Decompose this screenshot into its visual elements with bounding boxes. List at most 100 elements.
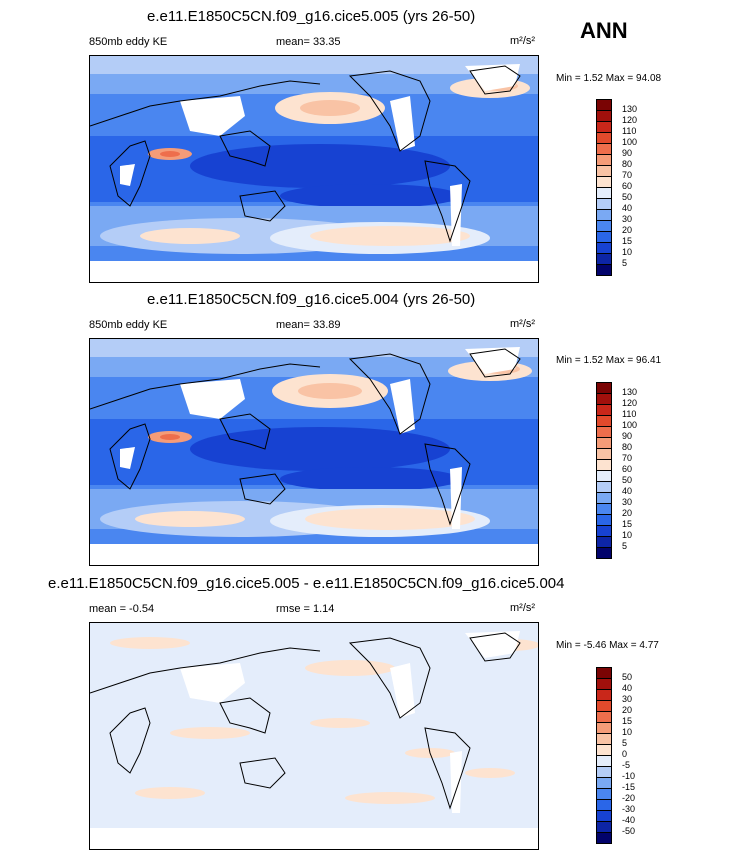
panel2-colorbar-tick: 70: [622, 453, 633, 463]
panel3-positive-patch: [135, 787, 205, 799]
panel1-antarctica: [90, 261, 538, 282]
panel2-map: [89, 338, 539, 566]
panel1-coast-australia: [239, 190, 286, 222]
panel3-map: [89, 622, 539, 850]
panel2-title: e.e11.E1850C5CN.f09_g16.cice5.004 (yrs 2…: [147, 291, 476, 308]
panel2-mean-label: mean= 33.89: [276, 319, 341, 331]
panel3-units-label: m²/s²: [510, 602, 536, 614]
panel3-colorbar-tick: -15: [622, 782, 636, 792]
panel2-tropical-core-south: [280, 467, 460, 491]
panel3-positive-patch: [310, 718, 370, 728]
panel3-colorbar-tick: -10: [622, 771, 636, 781]
panel3-minmax-label: Min = -5.46 Max = 4.77: [556, 640, 659, 651]
panel2-units-label: m²/s²: [510, 318, 536, 330]
panel1-greenland-mask: [465, 64, 520, 91]
panel3-coast-greenland: [469, 632, 521, 662]
panel2-colorbar-cell: [596, 547, 612, 559]
panel1-colorbar-cell: [596, 264, 612, 276]
panel2-coast-africa: [109, 423, 151, 490]
panel3-andes-mask: [450, 751, 462, 813]
panel1-colorbar-tick: 120: [622, 115, 638, 125]
panel3-coast-asia: [219, 697, 271, 734]
panel1-variable-label: 850mb eddy KE: [89, 36, 168, 48]
panel2-colorbar-tick: 100: [622, 420, 638, 430]
panel1-colorbar-tick: 30: [622, 214, 633, 224]
panel1-colorbar-tick: 20: [622, 225, 633, 235]
panel1-mean-label: mean= 33.35: [276, 36, 341, 48]
panel3-title: e.e11.E1850C5CN.f09_g16.cice5.005 - e.e1…: [48, 575, 565, 592]
panel3-coast-africa: [109, 707, 151, 774]
panel3-mean-label: mean = -0.54: [89, 603, 155, 615]
panel2-coast-greenland: [469, 348, 521, 378]
panel1-colorbar-tick: 10: [622, 247, 633, 257]
panel3-rockies-mask: [390, 663, 415, 718]
panel1-coast-africa: [109, 140, 151, 207]
panel2-coast-north-america: [348, 353, 431, 435]
panel3-colorbar-tick: 10: [622, 727, 633, 737]
panel2-coast-south-america: [424, 443, 471, 526]
panel2-tibet-mask: [180, 379, 245, 419]
panel2-colorbar-tick: 15: [622, 519, 633, 529]
season-label: ANN: [580, 18, 628, 43]
panel1-tropical-core-south: [280, 184, 460, 208]
panel2-greenland-mask: [465, 347, 520, 374]
panel1-tibet-mask: [180, 96, 245, 136]
panel1-andes-mask: [450, 184, 462, 246]
panel2-colorbar-tick: 5: [622, 541, 628, 551]
panel3-positive-patch: [305, 660, 395, 676]
panel1-coastlines: [90, 65, 521, 243]
panel3-positive-patch: [110, 637, 190, 649]
panel2-coast-asia: [219, 413, 271, 450]
panel1-coast-south-america: [424, 160, 471, 243]
panel3-positive-patch: [170, 727, 250, 739]
panel3-coast-south-america: [424, 727, 471, 810]
panel3-coast-eurasia: [90, 647, 321, 694]
panel2-somali-jet-core: [160, 434, 180, 440]
panel2-antarctica: [90, 544, 538, 565]
panel3-colorbar-cell: [596, 832, 612, 844]
panel2-colorbar-tick: 90: [622, 431, 633, 441]
panel1-tropical-core: [190, 144, 450, 188]
panel2-colorbar-tick: 50: [622, 475, 633, 485]
panel3-colorbar-tick: 15: [622, 716, 633, 726]
panel2-colorbar-tick: 80: [622, 442, 633, 452]
panel3-colorbar-tick: -50: [622, 826, 636, 836]
panel3-colorbar-tick: 5: [622, 738, 628, 748]
panel1-title: e.e11.E1850C5CN.f09_g16.cice5.005 (yrs 2…: [147, 8, 476, 25]
panel3-coast-australia: [239, 757, 286, 789]
panel1-colorbar-tick: 130: [622, 104, 638, 114]
panel2-colorbar-tick: 120: [622, 398, 638, 408]
panel1-coast-eurasia: [90, 80, 321, 127]
panel1-colorbar-tick: 40: [622, 203, 633, 213]
panel1-africa-mask: [120, 164, 135, 186]
panel1-colorbar-tick: 5: [622, 258, 628, 268]
panel2-colorbar-tick: 10: [622, 530, 633, 540]
panel1-units-label: m²/s²: [510, 35, 536, 47]
panel2-tropical-core: [190, 427, 450, 471]
panel2-colorbar-tick: 130: [622, 387, 638, 397]
panel3-colorbar-tick: 40: [622, 683, 633, 693]
panel2-minmax-label: Min = 1.52 Max = 96.41: [556, 355, 662, 366]
panel1-colorbar-tick: 100: [622, 137, 638, 147]
panel3-colorbar-tick: -5: [622, 760, 631, 770]
panel1-colorbar-tick: 110: [622, 126, 637, 136]
panel2-colorbar-tick: 60: [622, 464, 633, 474]
panel1-colorbar-tick: 60: [622, 181, 633, 191]
panel2-variable-label: 850mb eddy KE: [89, 319, 168, 331]
panel2-map-svg: [90, 339, 538, 565]
panel2-storm-track-peak-west: [135, 511, 245, 527]
panel3-colorbar-tick: -20: [622, 793, 636, 803]
panel1-colorbar-tick: 90: [622, 148, 633, 158]
panel1-colorbar-tick: 15: [622, 236, 633, 246]
panel2-storm-track-peak: [305, 508, 475, 530]
panel3-greenland-mask: [465, 631, 520, 658]
panel2-coastlines: [90, 348, 521, 526]
panel3-map-svg: [90, 623, 538, 849]
panel1-colorbar-tick: 80: [622, 159, 633, 169]
panel3-tibet-mask: [180, 663, 245, 703]
panel1-colorbar-tick: 70: [622, 170, 633, 180]
panel2-coast-australia: [239, 473, 286, 505]
panel3-rmse-label: rmse = 1.14: [276, 603, 335, 615]
panel2-colorbar-tick: 110: [622, 409, 637, 419]
panel1-colorbar-tick: 50: [622, 192, 633, 202]
